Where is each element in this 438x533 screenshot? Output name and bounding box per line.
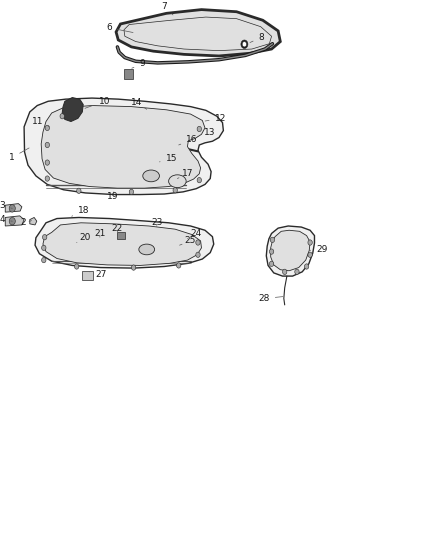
Circle shape (77, 188, 81, 193)
Circle shape (197, 126, 201, 132)
Polygon shape (266, 226, 314, 276)
Text: 14: 14 (131, 98, 147, 109)
Text: 2: 2 (21, 219, 32, 227)
Text: 16: 16 (179, 135, 198, 145)
Circle shape (242, 42, 247, 47)
Circle shape (308, 240, 312, 245)
Polygon shape (62, 98, 83, 122)
Circle shape (9, 205, 15, 212)
Circle shape (308, 252, 312, 257)
Circle shape (196, 240, 200, 245)
Bar (117, 232, 125, 239)
Ellipse shape (143, 170, 159, 182)
Polygon shape (5, 216, 24, 226)
Text: 13: 13 (198, 128, 215, 136)
Text: 21: 21 (94, 229, 106, 238)
Circle shape (74, 264, 79, 269)
Text: 4: 4 (0, 215, 12, 224)
Polygon shape (30, 217, 37, 225)
Polygon shape (43, 223, 201, 265)
Circle shape (45, 160, 49, 165)
Circle shape (269, 249, 274, 254)
Ellipse shape (169, 175, 186, 188)
Bar (124, 69, 133, 79)
Text: 7: 7 (161, 2, 173, 15)
Text: 23: 23 (151, 219, 162, 227)
Text: 29: 29 (309, 245, 328, 254)
Circle shape (295, 269, 299, 274)
Circle shape (177, 263, 181, 268)
Circle shape (45, 125, 49, 131)
Text: 25: 25 (180, 237, 196, 245)
Polygon shape (41, 106, 205, 188)
Text: 10: 10 (85, 97, 110, 108)
Circle shape (42, 235, 47, 240)
Text: 18: 18 (72, 206, 89, 216)
Bar (82, 271, 93, 280)
Text: 15: 15 (159, 155, 177, 163)
Text: 1: 1 (9, 148, 29, 162)
Text: 20: 20 (77, 233, 91, 243)
Circle shape (60, 114, 64, 119)
Circle shape (197, 177, 201, 183)
Text: 12: 12 (205, 114, 226, 123)
Circle shape (45, 176, 49, 181)
Text: 8: 8 (250, 33, 264, 43)
Text: 3: 3 (0, 201, 12, 209)
Circle shape (270, 237, 275, 243)
Circle shape (42, 245, 46, 251)
Polygon shape (271, 230, 310, 271)
Text: 28: 28 (258, 294, 283, 303)
Text: 9: 9 (132, 60, 145, 68)
Polygon shape (116, 10, 280, 56)
Polygon shape (35, 217, 214, 268)
Text: 11: 11 (32, 117, 49, 127)
Text: 6: 6 (106, 23, 133, 33)
Circle shape (42, 257, 46, 263)
Polygon shape (5, 204, 22, 212)
Text: 17: 17 (177, 169, 193, 179)
Polygon shape (24, 98, 223, 195)
Circle shape (9, 217, 15, 225)
Ellipse shape (139, 244, 155, 255)
Text: 24: 24 (187, 229, 202, 239)
Text: 22: 22 (112, 224, 123, 232)
Circle shape (131, 265, 136, 270)
Circle shape (196, 252, 200, 257)
Circle shape (283, 269, 287, 274)
Text: 27: 27 (90, 270, 107, 279)
Circle shape (173, 188, 177, 193)
Circle shape (129, 189, 134, 195)
Circle shape (304, 264, 309, 269)
Circle shape (269, 261, 274, 266)
Circle shape (241, 40, 248, 49)
Text: 19: 19 (107, 192, 119, 200)
Circle shape (45, 142, 49, 148)
